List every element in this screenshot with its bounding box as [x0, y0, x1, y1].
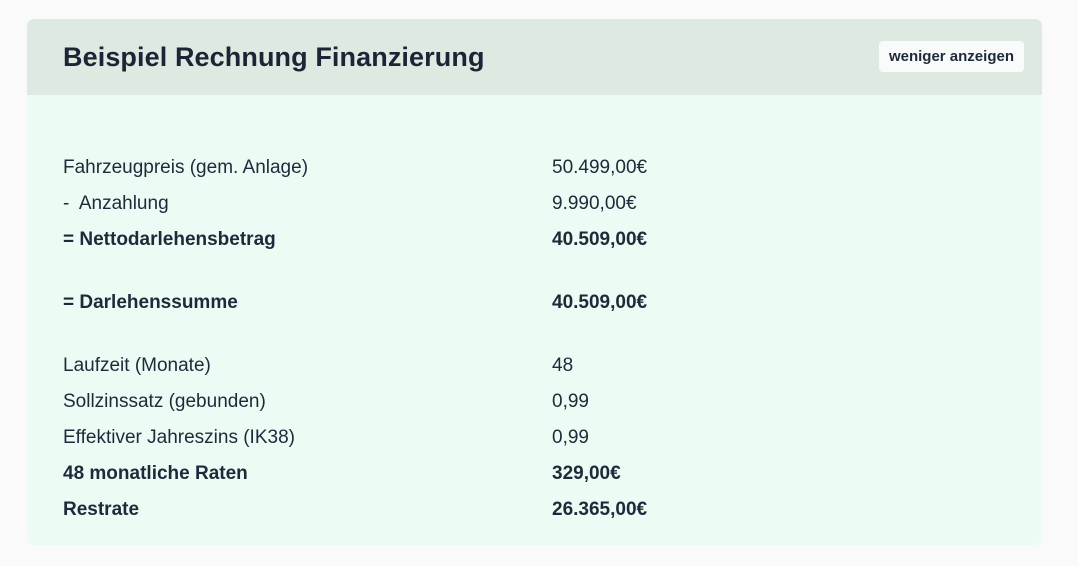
row-loan-total: = Darlehenssumme 40.509,00€: [63, 288, 1023, 318]
row-label: Restrate: [63, 499, 140, 520]
row-term-months: Laufzeit (Monate) 48: [63, 351, 1023, 381]
row-label: 48 monatliche Raten: [63, 463, 248, 484]
row-final-installment: Restrate 26.365,00€: [63, 495, 1023, 525]
row-value: 0,99: [552, 391, 589, 412]
show-less-button[interactable]: weniger anzeigen: [878, 41, 1024, 72]
row-label: Laufzeit (Monate): [63, 355, 211, 376]
row-value: 48: [552, 355, 574, 376]
row-value: 50.499,00€: [552, 157, 648, 178]
row-monthly-installments: 48 monatliche Raten 329,00€: [63, 459, 1023, 489]
row-value: 26.365,00€: [552, 499, 648, 520]
row-label: = Nettodarlehensbetrag: [63, 229, 276, 250]
row-net-loan-amount: = Nettodarlehensbetrag 40.509,00€: [63, 225, 1023, 255]
row-vehicle-price: Fahrzeugpreis (gem. Anlage) 50.499,00€: [63, 153, 1023, 183]
row-label: Fahrzeugpreis (gem. Anlage): [63, 157, 309, 178]
row-label: - Anzahlung: [63, 193, 169, 214]
card-header: Beispiel Rechnung Finanzierung weniger a…: [27, 19, 1042, 95]
row-borrowing-rate: Sollzinssatz (gebunden) 0,99: [63, 387, 1023, 417]
row-label: Effektiver Jahreszins (IK38): [63, 427, 295, 448]
row-value: 0,99: [552, 427, 589, 448]
row-down-payment: - Anzahlung 9.990,00€: [63, 189, 1023, 219]
financing-example-card: Beispiel Rechnung Finanzierung weniger a…: [27, 19, 1042, 545]
row-value: 9.990,00€: [552, 193, 637, 214]
row-value: 329,00€: [552, 463, 621, 484]
row-value: 40.509,00€: [552, 229, 648, 250]
row-value: 40.509,00€: [552, 292, 648, 313]
row-label: = Darlehenssumme: [63, 292, 238, 313]
card-title: Beispiel Rechnung Finanzierung: [63, 42, 485, 72]
row-label: Sollzinssatz (gebunden): [63, 391, 266, 412]
row-effective-annual-rate: Effektiver Jahreszins (IK38) 0,99: [63, 423, 1023, 453]
